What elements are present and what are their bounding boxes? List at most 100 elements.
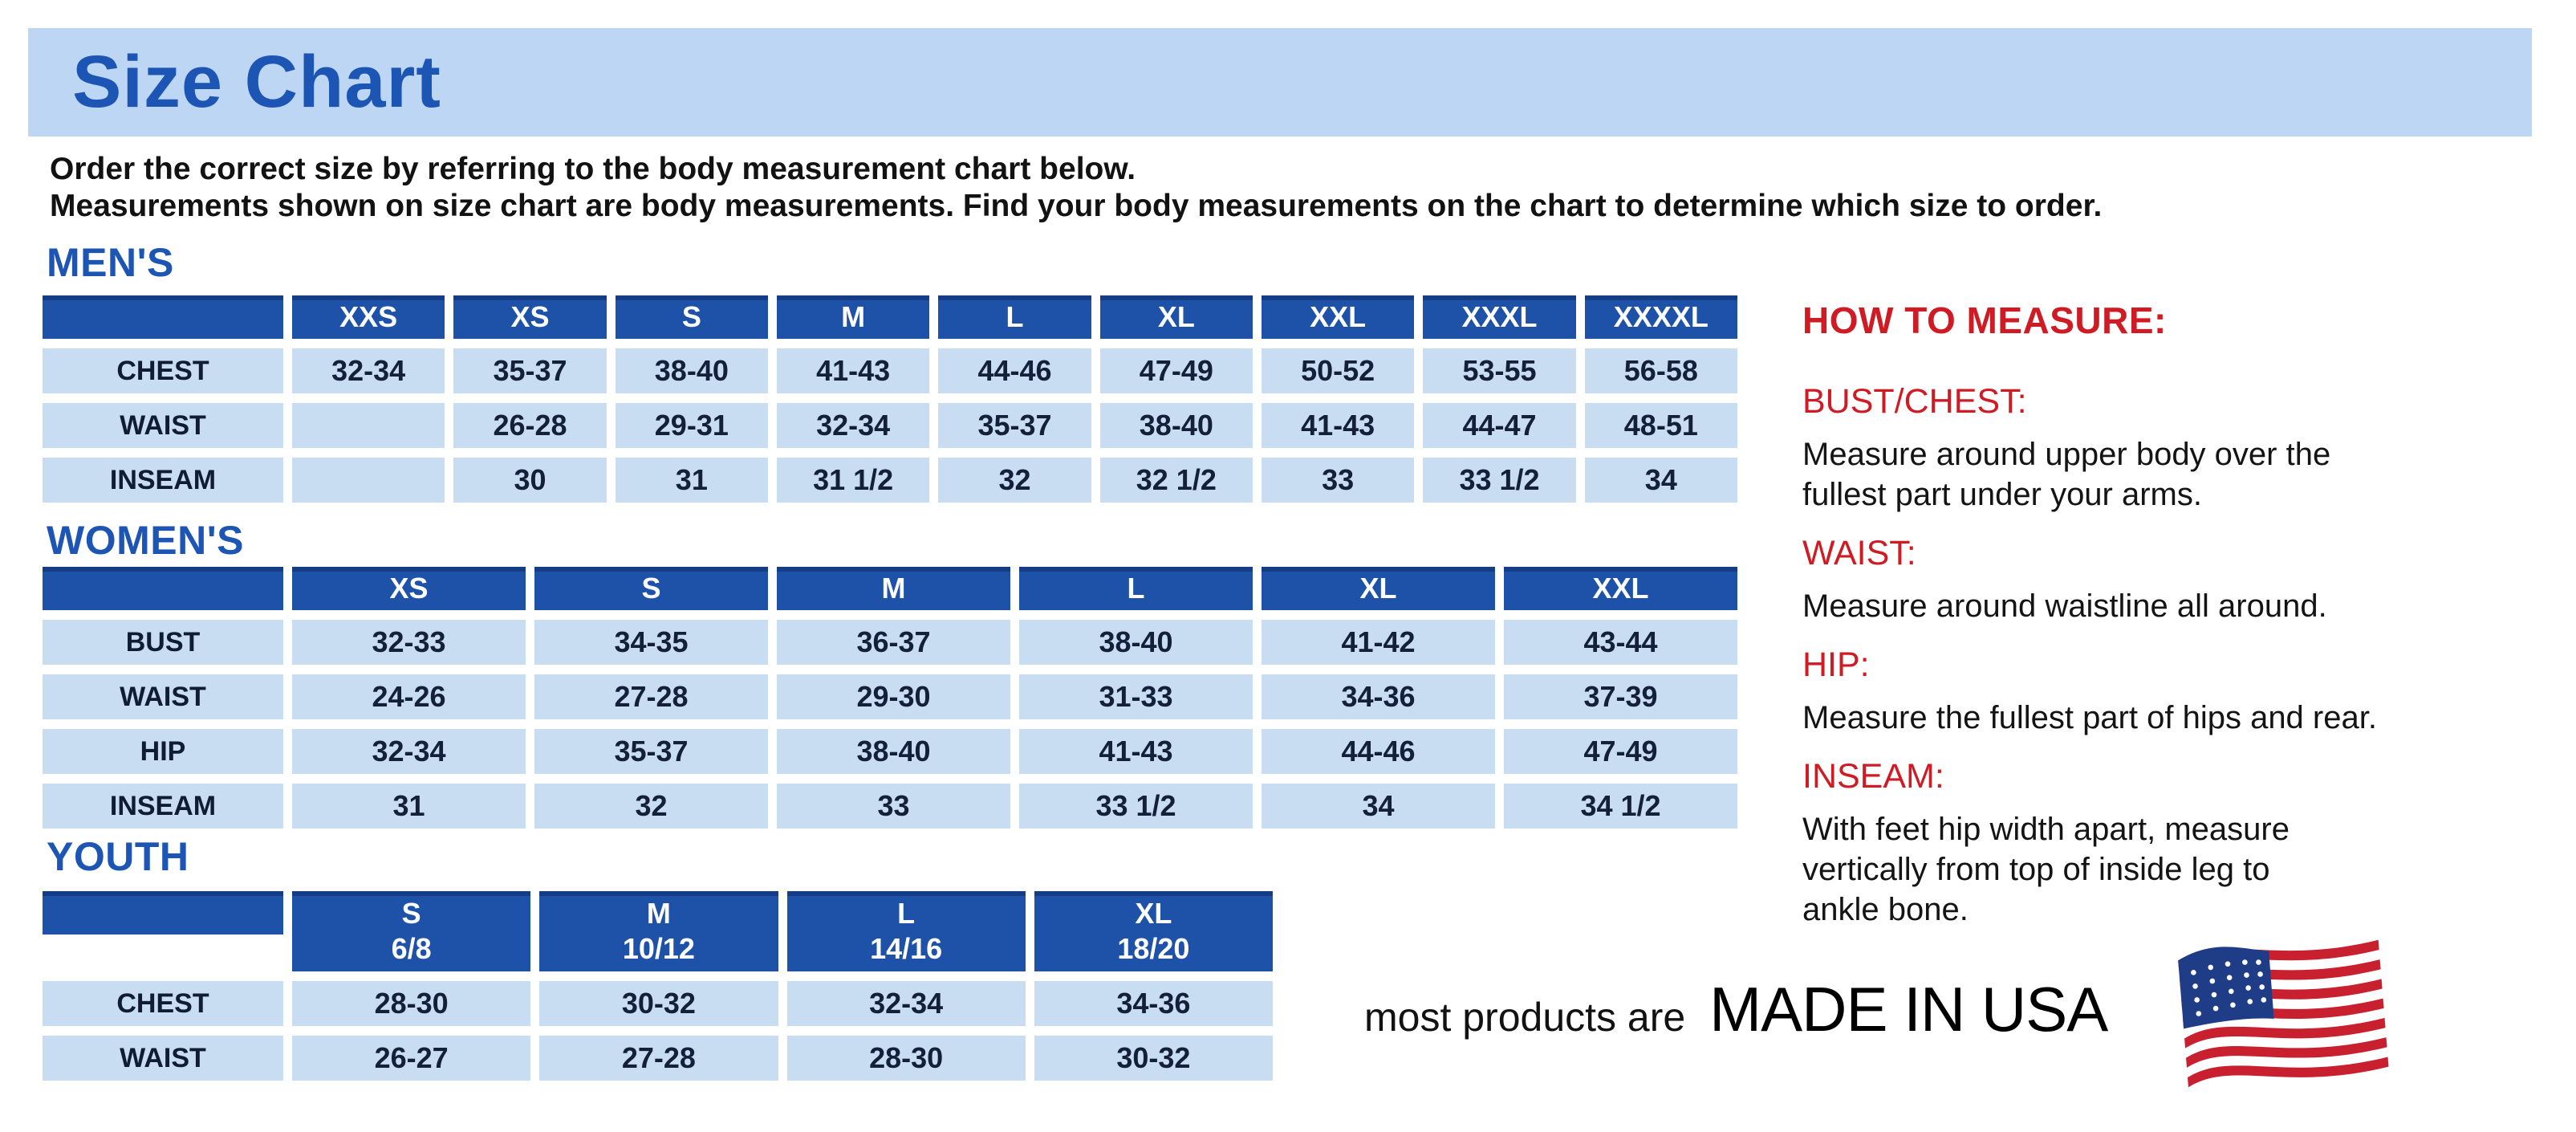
column-header-cell: XXXXL <box>1584 295 1737 339</box>
data-cell: 31 <box>292 784 526 829</box>
data-cell: 44-46 <box>1262 729 1495 774</box>
measure-item-label: BUST/CHEST: <box>1802 382 2027 421</box>
column-header-cell: M <box>777 567 1010 610</box>
row-label-cell: CHEST <box>43 981 283 1026</box>
data-cell: 38-40 <box>1019 620 1253 665</box>
data-cell: 38-40 <box>1099 403 1253 448</box>
data-cell: 28-30 <box>786 1036 1026 1081</box>
how-to-measure-items: BUST/CHEST: Measure around upper body ove… <box>1802 382 2509 930</box>
column-header-cell: XL 18/20 <box>1034 891 1273 971</box>
youth-section-heading: YOUTH <box>47 834 189 879</box>
row-label-cell: HIP <box>43 729 283 774</box>
data-cell: 47-49 <box>1099 348 1253 393</box>
made-in-usa-text: MADE IN USA <box>1709 974 2108 1044</box>
column-header-cell: XL <box>1262 567 1495 610</box>
measure-item-label: INSEAM: <box>1802 757 1944 796</box>
data-cell: 41-42 <box>1262 620 1495 665</box>
data-cell: 26-28 <box>453 403 607 448</box>
data-cell: 35-37 <box>453 348 607 393</box>
data-cell: 38-40 <box>615 348 768 393</box>
data-cell: 35-37 <box>938 403 1091 448</box>
data-cell: 34 <box>1584 458 1737 503</box>
data-cell: 34 <box>1262 784 1495 829</box>
table-corner-cell <box>43 567 283 610</box>
data-cell: 33 <box>777 784 1010 829</box>
data-cell: 44-46 <box>938 348 1091 393</box>
column-header-cell: S 6/8 <box>292 891 531 971</box>
data-cell: 36-37 <box>777 620 1010 665</box>
data-cell: 32-34 <box>776 403 930 448</box>
column-header-cell: L <box>1019 567 1253 610</box>
data-cell: 31-33 <box>1019 674 1253 719</box>
data-cell <box>292 403 445 448</box>
column-header-cell: M <box>776 295 930 339</box>
column-header-cell: XXXL <box>1423 295 1576 339</box>
title-banner: Size Chart <box>28 28 2532 136</box>
column-header-cell: XS <box>292 567 526 610</box>
data-cell: 34-36 <box>1262 674 1495 719</box>
row-label-cell: CHEST <box>43 348 283 393</box>
data-cell: 41-43 <box>1261 403 1415 448</box>
column-header-cell: S <box>534 567 768 610</box>
page-title: Size Chart <box>72 41 441 123</box>
data-cell: 26-27 <box>292 1036 531 1081</box>
data-cell: 32 <box>534 784 768 829</box>
row-label-cell: WAIST <box>43 1036 283 1081</box>
data-cell <box>292 458 445 503</box>
data-cell: 24-26 <box>292 674 526 719</box>
data-cell: 32-34 <box>292 348 445 393</box>
data-cell: 32-33 <box>292 620 526 665</box>
data-cell: 41-43 <box>1019 729 1253 774</box>
data-cell: 31 <box>615 458 768 503</box>
measure-item-text: Measure the fullest part of hips and rea… <box>1802 700 2377 735</box>
data-cell: 53-55 <box>1423 348 1576 393</box>
measure-item-label: HIP: <box>1802 645 1870 684</box>
row-label-cell: WAIST <box>43 674 283 719</box>
measure-item-label: WAIST: <box>1802 534 1916 572</box>
data-cell: 32 1/2 <box>1099 458 1253 503</box>
column-header-cell: XXS <box>292 295 445 339</box>
data-cell: 30 <box>453 458 607 503</box>
data-cell: 28-30 <box>292 981 531 1026</box>
data-cell: 34-36 <box>1034 981 1273 1026</box>
data-cell: 31 1/2 <box>776 458 930 503</box>
column-header-cell: L 14/16 <box>786 891 1026 971</box>
data-cell: 27-28 <box>539 1036 778 1081</box>
column-header-cell: L <box>938 295 1091 339</box>
row-label-cell: WAIST <box>43 403 283 448</box>
data-cell: 41-43 <box>776 348 930 393</box>
data-cell: 30-32 <box>1034 1036 1273 1081</box>
column-header-cell: XXL <box>1261 295 1415 339</box>
data-cell: 32 <box>938 458 1091 503</box>
column-header-cell: XXL <box>1504 567 1737 610</box>
column-header-cell: XS <box>453 295 607 339</box>
table-corner-cell <box>43 891 283 935</box>
column-header-cell: S <box>615 295 768 339</box>
row-label-cell: BUST <box>43 620 283 665</box>
data-cell: 44-47 <box>1423 403 1576 448</box>
measure-item-text: Measure around waistline all around. <box>1802 588 2327 624</box>
data-cell: 27-28 <box>534 674 768 719</box>
data-cell: 35-37 <box>534 729 768 774</box>
data-cell: 34-35 <box>534 620 768 665</box>
made-in-usa-prefix: most products are <box>1364 995 1686 1040</box>
intro-line-2: Measurements shown on size chart are bod… <box>50 189 2103 223</box>
intro-text: Order the correct size by referring to t… <box>50 151 2102 225</box>
data-cell: 56-58 <box>1584 348 1737 393</box>
row-label-cell: INSEAM <box>43 784 283 829</box>
data-cell: 30-32 <box>539 981 778 1026</box>
womens-section-heading: WOMEN'S <box>47 518 244 563</box>
data-cell: 34 1/2 <box>1504 784 1737 829</box>
data-cell: 50-52 <box>1261 348 1415 393</box>
data-cell: 33 1/2 <box>1423 458 1576 503</box>
measure-item-text: Measure around upper body over the fulle… <box>1802 437 2331 512</box>
data-cell: 37-39 <box>1504 674 1737 719</box>
made-in-usa-line: most products are MADE IN USA <box>1364 973 2108 1046</box>
data-cell: 43-44 <box>1504 620 1737 665</box>
data-cell: 32-34 <box>786 981 1026 1026</box>
data-cell: 48-51 <box>1584 403 1737 448</box>
youth-size-table: S 6/8 M 10/12 L 14/16 XL 18/20 CHEST 28-30 30-32 32… <box>43 891 1273 1081</box>
data-cell: 29-31 <box>615 403 768 448</box>
column-header-cell: M 10/12 <box>539 891 778 971</box>
